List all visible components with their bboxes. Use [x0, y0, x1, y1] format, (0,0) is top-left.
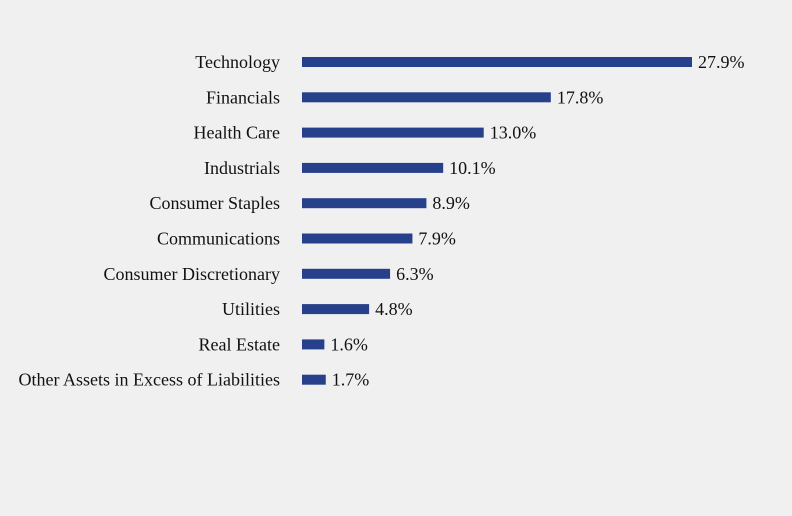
bar-utilities: [302, 304, 370, 315]
category-label-consumer-staples: Consumer Staples: [150, 193, 281, 213]
bar-technology: [302, 57, 692, 67]
category-label-communications: Communications: [157, 229, 280, 249]
category-label-industrials: Industrials: [204, 158, 280, 178]
value-label-financials: 17.8%: [557, 87, 604, 107]
value-label-technology: 27.9%: [698, 52, 745, 72]
value-label-health-care: 13.0%: [490, 123, 537, 143]
bar-communications: [302, 233, 413, 244]
value-label-consumer-discretionary: 6.3%: [396, 264, 434, 284]
category-label-financials: Financials: [206, 87, 280, 107]
bar-health-care: [302, 127, 484, 138]
category-label-health-care: Health Care: [194, 123, 280, 143]
value-label-consumer-staples: 8.9%: [432, 193, 470, 213]
bar-real-estate: [302, 339, 325, 350]
value-label-other-assets-in-excess-of-liabilities: 1.7%: [332, 370, 370, 390]
value-label-utilities: 4.8%: [375, 299, 413, 319]
value-label-real-estate: 1.6%: [330, 334, 368, 354]
labels-layer: Technology 27.9% Financials 17.8% Health Car…: [19, 52, 745, 390]
category-label-other-assets-in-excess-of-liabilities: Other Assets in Excess of Liabilities: [19, 370, 280, 390]
category-label-consumer-discretionary: Consumer Discretionary: [104, 264, 280, 284]
bar-consumer-discretionary: [302, 268, 391, 279]
category-label-real-estate: Real Estate: [199, 334, 280, 354]
bar-industrials: [302, 162, 444, 173]
category-label-technology: Technology: [195, 52, 280, 72]
value-label-industrials: 10.1%: [449, 158, 496, 178]
category-label-utilities: Utilities: [222, 299, 280, 319]
bar-consumer-staples: [302, 198, 427, 209]
bar-financials: [302, 92, 551, 103]
bar-other-assets-in-excess-of-liabilities: [302, 374, 326, 385]
bars-layer: [302, 57, 692, 385]
value-label-communications: 7.9%: [418, 229, 456, 249]
